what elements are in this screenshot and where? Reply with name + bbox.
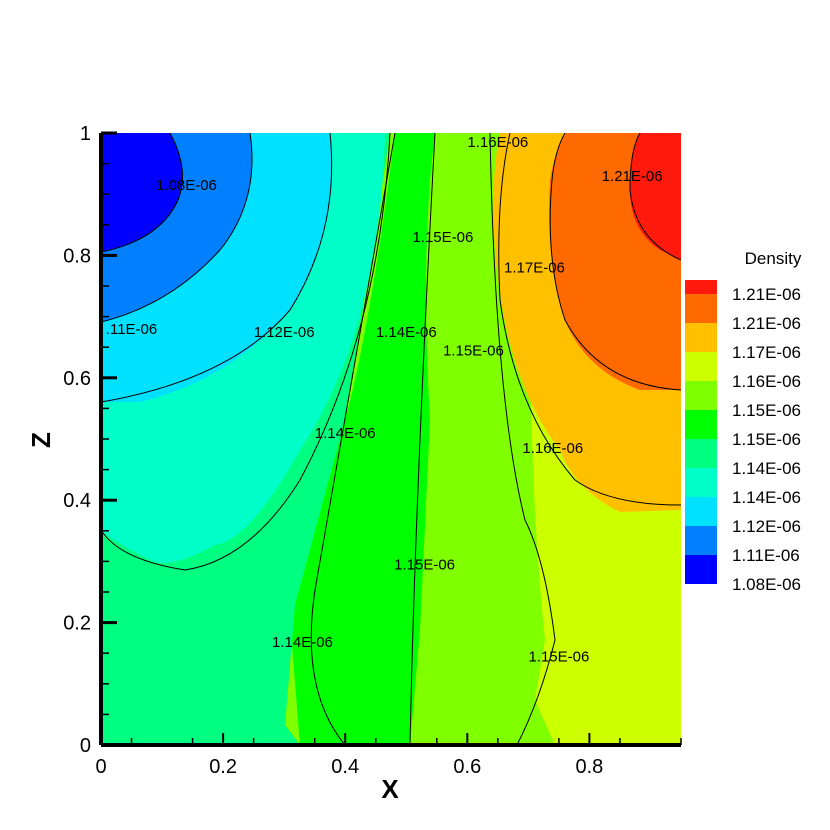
contour-label: 1.15E-06 — [394, 556, 455, 573]
legend-label: 1.15E-06 — [732, 401, 801, 420]
legend-swatch — [685, 280, 717, 294]
legend-labels: 1.21E-06 1.21E-06 1.17E-06 1.16E-06 1.15E-06… — [732, 285, 801, 594]
legend-label: 1.14E-06 — [732, 488, 801, 507]
y-tick-label: 1 — [80, 123, 91, 145]
contour-label: 1.14E-06 — [272, 634, 333, 651]
contour-line — [498, 133, 681, 506]
contour-line — [310, 133, 396, 745]
legend-label: 1.16E-06 — [732, 372, 801, 391]
legend-swatch — [685, 497, 717, 526]
ticks — [100, 131, 682, 747]
legend-swatch — [685, 294, 717, 323]
contour-line — [629, 133, 681, 261]
y-tick-label: 0.8 — [63, 245, 91, 267]
y-tick-label: 0 — [80, 735, 91, 757]
contour-line — [101, 133, 333, 403]
legend-label: 1.21E-06 — [732, 285, 801, 304]
x-tick-label: 0.4 — [331, 756, 359, 778]
legend-swatch — [685, 555, 717, 584]
y-tick-label: 0.6 — [63, 368, 91, 390]
x-axis-title: X — [381, 774, 399, 804]
contour-label: 1.08E-06 — [156, 177, 217, 194]
contour-line — [101, 133, 183, 253]
x-tick-label: 0 — [95, 756, 106, 778]
colorbar-legend: Density 1.21E-06 1.21E-06 1.17E-06 1.16E-06… — [685, 249, 802, 594]
y-tick-label: 0.2 — [63, 613, 91, 635]
contour-line — [549, 133, 681, 391]
plot-area: 1.08E-06 1.16E-06 1.21E-06 1.15E-06 1.17E-06… — [101, 133, 681, 745]
legend-swatch — [685, 410, 717, 439]
legend-swatch — [685, 323, 717, 352]
contour-lines — [101, 133, 681, 745]
legend-title: Density — [745, 249, 802, 268]
contour-label: 1.15E-06 — [412, 229, 473, 246]
contour-line — [489, 133, 556, 745]
legend-swatch — [685, 381, 717, 410]
contour-label: 1.21E-06 — [602, 168, 663, 185]
contour-label: 1.14E-06 — [376, 324, 437, 341]
legend-swatch — [685, 526, 717, 555]
contour-label: 1.14E-06 — [315, 425, 376, 442]
legend-label: 1.08E-06 — [732, 575, 801, 594]
contour-label: 1.16E-06 — [467, 134, 528, 151]
tick-labels: 0 0.2 0.4 0.6 0.8 0 0.2 0.4 0.6 0.8 1 — [63, 123, 603, 778]
legend-label: 1.17E-06 — [732, 343, 801, 362]
contour-label: 1.12E-06 — [254, 324, 315, 341]
contour-label: 1.15E-06 — [528, 648, 589, 665]
legend-swatch — [685, 439, 717, 468]
legend-swatch — [685, 352, 717, 381]
contour-label: 1.16E-06 — [522, 440, 583, 457]
legend-swatch — [685, 468, 717, 497]
x-tick-label: 0.8 — [576, 756, 604, 778]
x-tick-label: 0.2 — [209, 756, 237, 778]
contour-line — [101, 133, 391, 571]
contour-line — [409, 133, 436, 745]
contour-label: .11E-06 — [106, 321, 157, 338]
contour-labels: 1.08E-06 1.16E-06 1.21E-06 1.15E-06 1.17E-06… — [106, 134, 663, 665]
legend-label: 1.11E-06 — [732, 546, 800, 565]
legend-label: 1.14E-06 — [732, 459, 801, 478]
band-1-15-center — [290, 133, 435, 745]
x-tick-label: 0.6 — [453, 756, 481, 778]
y-tick-label: 0.4 — [63, 490, 91, 512]
legend-label: 1.12E-06 — [732, 517, 801, 536]
contour-label: 1.15E-06 — [443, 342, 504, 359]
y-axis-title: Z — [26, 432, 56, 448]
legend-label: 1.21E-06 — [732, 314, 801, 333]
legend-swatches — [685, 280, 717, 584]
contour-label: 1.17E-06 — [504, 260, 565, 277]
legend-label: 1.15E-06 — [732, 430, 801, 449]
contour-line — [101, 133, 253, 323]
